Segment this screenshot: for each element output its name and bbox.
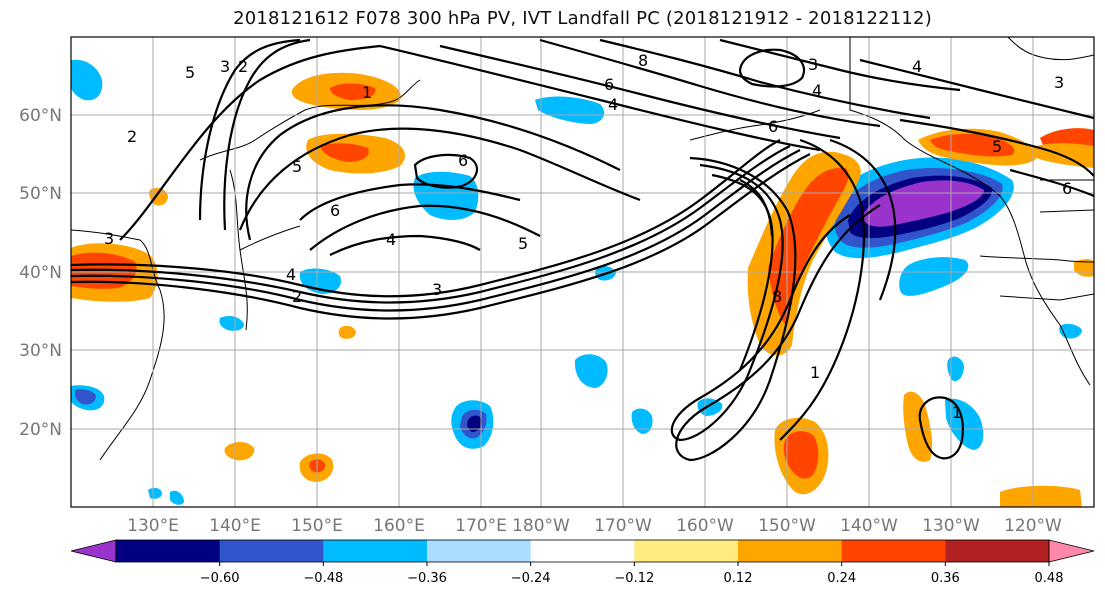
contour-label: 6 <box>1062 179 1072 198</box>
contour-label: 4 <box>912 57 922 76</box>
contour-labels: 5 3 2 1 2 5 6 6 4 3 4 2 5 4 6 8 3 4 6 5 … <box>104 51 1072 422</box>
colorbar-extend-min <box>70 539 117 563</box>
lat-label: 60°N <box>19 106 62 126</box>
lon-label: 160°E <box>373 516 425 536</box>
colorbar-tick-label: 0.36 <box>931 571 960 586</box>
colorbar-tick-label: −0.12 <box>614 571 654 586</box>
lon-label: 150°E <box>291 516 343 536</box>
lon-label: 120°W <box>1004 516 1062 536</box>
contour-label: 5 <box>185 63 195 82</box>
contour-label: 6 <box>768 117 778 136</box>
contour-label: 4 <box>608 95 618 114</box>
colorbar-cell <box>738 540 843 562</box>
contour-label: 1 <box>810 363 820 382</box>
contour-label: 1 <box>362 83 372 102</box>
lon-label: 160°W <box>676 516 734 536</box>
colorbar-cell <box>841 540 946 562</box>
contour-label: 8 <box>772 287 782 306</box>
contour-label: 4 <box>386 230 396 249</box>
colorbar-cell <box>427 540 532 562</box>
contour-label: 1 <box>952 403 962 422</box>
contour-label: 5 <box>992 137 1002 156</box>
contour-label: 3 <box>220 57 230 76</box>
lon-label: 130°W <box>922 516 980 536</box>
contour-label: 6 <box>330 201 340 220</box>
contour-label: 5 <box>518 234 528 253</box>
colorbar-tick-label: 0.48 <box>1035 571 1064 586</box>
colorbar-tick-label: −0.60 <box>200 571 240 586</box>
pv-contours <box>71 38 1094 462</box>
colorbar-tick-label: −0.24 <box>511 571 551 586</box>
lat-label: 40°N <box>19 263 62 283</box>
contour-label: 2 <box>127 127 137 146</box>
lon-label: 140°W <box>840 516 898 536</box>
colorbar-extend-max <box>1048 539 1095 563</box>
lat-label: 30°N <box>19 341 62 361</box>
lon-label: 180°W <box>512 516 570 536</box>
contour-label: 8 <box>638 51 648 70</box>
colorbar-tick-label: 0.24 <box>827 571 856 586</box>
latitude-labels: 60°N 50°N 40°N 30°N 20°N <box>19 106 62 440</box>
contour-label: 5 <box>292 157 302 176</box>
contour-label: 3 <box>104 229 114 248</box>
lat-label: 20°N <box>19 420 62 440</box>
contour-label: 2 <box>292 287 302 306</box>
lon-label: 140°E <box>209 516 261 536</box>
lon-label: 170°W <box>594 516 652 536</box>
contour-label: 4 <box>286 265 296 284</box>
colorbar-cell <box>116 540 221 562</box>
lat-label: 50°N <box>19 184 62 204</box>
colorbar-cell <box>323 540 428 562</box>
colorbar-tick-label: 0.12 <box>724 571 753 586</box>
colorbar-cell <box>945 540 1050 562</box>
contour-label: 6 <box>604 75 614 94</box>
lon-label: 170°E <box>455 516 507 536</box>
colorbar-cell <box>219 540 324 562</box>
contour-label: 2 <box>238 57 248 76</box>
colorbar-cell <box>634 540 739 562</box>
map-frame <box>70 36 1095 508</box>
contour-label: 3 <box>432 280 442 299</box>
contour-label: 3 <box>1054 73 1064 92</box>
contour-label: 3 <box>808 55 818 74</box>
colorbar-outline <box>115 539 1050 563</box>
contour-label: 6 <box>458 151 468 170</box>
lon-label: 130°E <box>127 516 179 536</box>
colorbar-tick-label: −0.48 <box>303 571 343 586</box>
map-title: 2018121612 F078 300 hPa PV, IVT Landfall… <box>233 8 932 29</box>
contour-label: 4 <box>812 81 822 100</box>
colorbar: −0.60 −0.48 −0.36 −0.24 −0.12 0.12 0.24 0.36 0.4… <box>70 539 1095 586</box>
colorbar-cell <box>530 540 635 562</box>
longitude-labels: 130°E 140°E 150°E 160°E 170°E 180°W 170°… <box>127 516 1062 536</box>
colorbar-tick-label: −0.36 <box>407 571 447 586</box>
lon-label: 150°W <box>758 516 816 536</box>
